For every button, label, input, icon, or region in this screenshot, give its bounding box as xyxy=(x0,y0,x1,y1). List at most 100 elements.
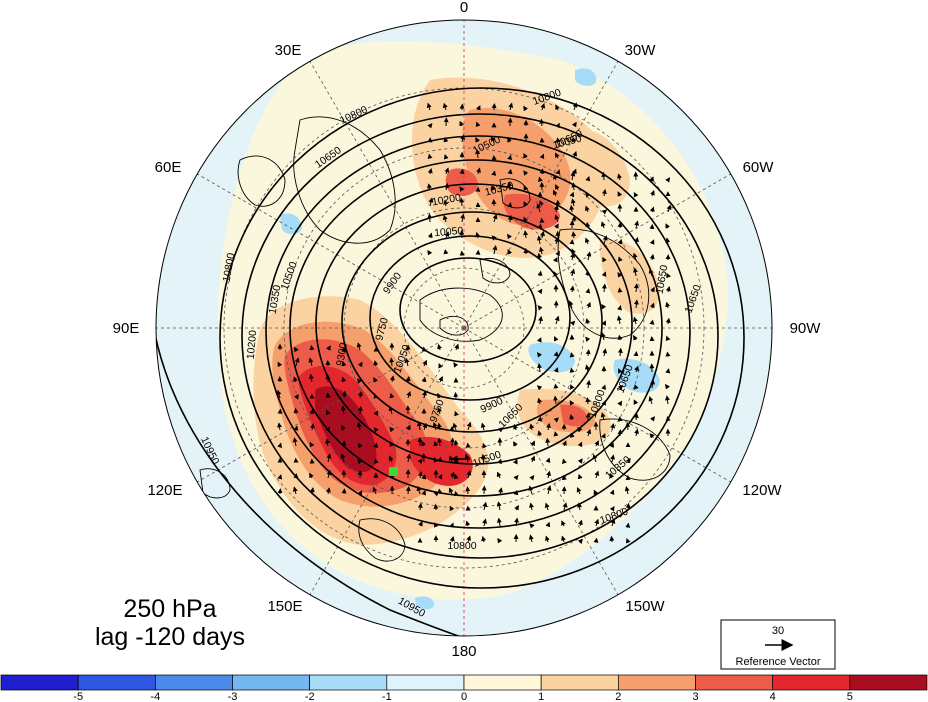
colorbar-tick-label: -5 xyxy=(73,691,83,702)
vector-arrow-icon xyxy=(340,453,346,463)
vector-arrow-icon xyxy=(428,197,434,207)
vector-arrow-icon xyxy=(475,121,481,128)
vector-arrow-icon xyxy=(634,236,639,245)
vector-arrow-icon xyxy=(508,102,514,111)
vector-arrow-icon xyxy=(356,422,362,431)
vector-arrow-icon xyxy=(537,176,543,182)
vector-arrow-icon xyxy=(609,535,615,543)
vector-arrow-icon xyxy=(373,377,378,383)
vector-arrow-icon xyxy=(421,376,427,383)
vector-arrow-icon xyxy=(449,437,455,447)
vector-arrow-icon xyxy=(326,345,331,351)
vector-arrow-icon xyxy=(437,437,443,447)
colorbar-tick-label: 2 xyxy=(615,691,621,702)
vector-arrow-icon xyxy=(356,378,363,384)
vector-arrow-icon xyxy=(294,357,300,367)
vector-arrow-icon xyxy=(443,249,449,255)
colorbar-swatch xyxy=(232,674,311,691)
vector-arrow-icon xyxy=(555,169,561,175)
vector-arrow-icon xyxy=(523,230,529,239)
vector-arrow-icon xyxy=(569,432,575,438)
vector-arrow-icon xyxy=(617,287,623,293)
vector-arrow-icon xyxy=(507,233,512,240)
vector-arrow-icon xyxy=(492,245,498,255)
vector-arrow-icon xyxy=(664,395,670,405)
vector-arrow-icon xyxy=(529,475,535,481)
vector-arrow-icon xyxy=(610,454,616,463)
colorbar-swatch xyxy=(540,674,619,691)
vector-arrow-icon xyxy=(633,384,639,390)
vector-arrow-icon xyxy=(537,252,542,261)
vector-arrow-icon xyxy=(602,235,608,245)
vector-arrow-icon xyxy=(665,286,671,293)
vector-arrow-icon xyxy=(632,252,638,261)
vector-arrow-icon xyxy=(437,456,443,463)
colorbar-swatch xyxy=(617,674,696,691)
vector-arrow-icon xyxy=(539,118,545,127)
vector-arrow-icon xyxy=(617,347,623,357)
vector-arrow-icon xyxy=(601,283,607,293)
vector-arrow-icon xyxy=(444,231,450,239)
vector-arrow-icon xyxy=(537,223,543,229)
vector-arrow-icon xyxy=(277,442,282,449)
vector-arrow-icon xyxy=(529,502,534,511)
vector-arrow-icon xyxy=(437,343,443,351)
vector-arrow-icon xyxy=(602,348,608,357)
wind-vectors xyxy=(276,102,672,545)
vector-arrow-icon xyxy=(545,457,551,463)
vector-arrow-icon xyxy=(373,458,379,464)
vector-arrow-icon xyxy=(585,349,591,357)
vector-arrow-icon xyxy=(481,535,487,543)
vector-arrow-icon xyxy=(555,152,560,159)
vector-arrow-icon xyxy=(437,474,443,480)
longitude-label-60w: 60W xyxy=(743,159,775,176)
vector-arrow-icon xyxy=(546,485,552,495)
vector-arrow-icon xyxy=(277,361,283,368)
contour-label: 10800 xyxy=(447,540,476,552)
vector-arrow-icon xyxy=(405,376,411,383)
longitude-label-150w: 150W xyxy=(625,598,665,615)
vector-arrow-icon xyxy=(417,502,423,511)
vector-arrow-icon xyxy=(665,317,671,325)
vector-arrow-icon xyxy=(459,168,465,175)
vector-arrow-icon xyxy=(600,433,606,439)
vector-arrow-icon xyxy=(292,486,298,495)
vector-arrow-icon xyxy=(570,268,576,277)
vector-arrow-icon xyxy=(530,440,535,447)
vector-arrow-icon xyxy=(459,120,465,127)
vector-arrow-icon xyxy=(577,426,583,433)
vector-arrow-icon xyxy=(491,170,497,176)
vector-arrow-icon xyxy=(406,424,411,431)
vector-arrow-icon xyxy=(523,216,528,223)
vector-arrow-icon xyxy=(507,202,513,208)
vector-arrow-icon xyxy=(633,399,639,405)
vector-arrow-icon xyxy=(617,400,623,407)
vector-arrow-icon xyxy=(537,305,543,311)
vector-arrow-icon xyxy=(406,453,412,463)
vector-arrow-icon xyxy=(577,502,583,511)
vector-arrow-icon xyxy=(569,320,576,326)
vector-arrow-icon xyxy=(341,360,347,367)
vector-arrow-icon xyxy=(569,414,575,421)
vector-arrow-icon xyxy=(545,535,550,543)
height-contours xyxy=(156,87,745,636)
vector-arrow-icon xyxy=(601,209,608,215)
vector-arrow-icon xyxy=(649,176,655,182)
vector-arrow-icon xyxy=(536,235,542,245)
longitude-label-30w: 30W xyxy=(625,42,657,59)
vector-arrow-icon xyxy=(665,351,671,357)
colorbar-tick-label: 5 xyxy=(847,691,853,702)
vector-arrow-icon xyxy=(609,442,614,448)
vector-arrow-icon xyxy=(466,535,471,543)
vector-arrow-icon xyxy=(569,285,575,293)
coastlines xyxy=(199,116,671,562)
vector-arrow-icon xyxy=(476,167,481,175)
vector-arrow-icon xyxy=(633,335,638,341)
vector-arrow-icon xyxy=(389,357,395,367)
vector-arrow-icon xyxy=(609,472,615,479)
vector-arrow-icon xyxy=(513,489,519,496)
vector-arrow-icon xyxy=(537,397,543,405)
vector-arrow-icon xyxy=(569,384,575,390)
vector-arrow-icon xyxy=(593,537,599,543)
